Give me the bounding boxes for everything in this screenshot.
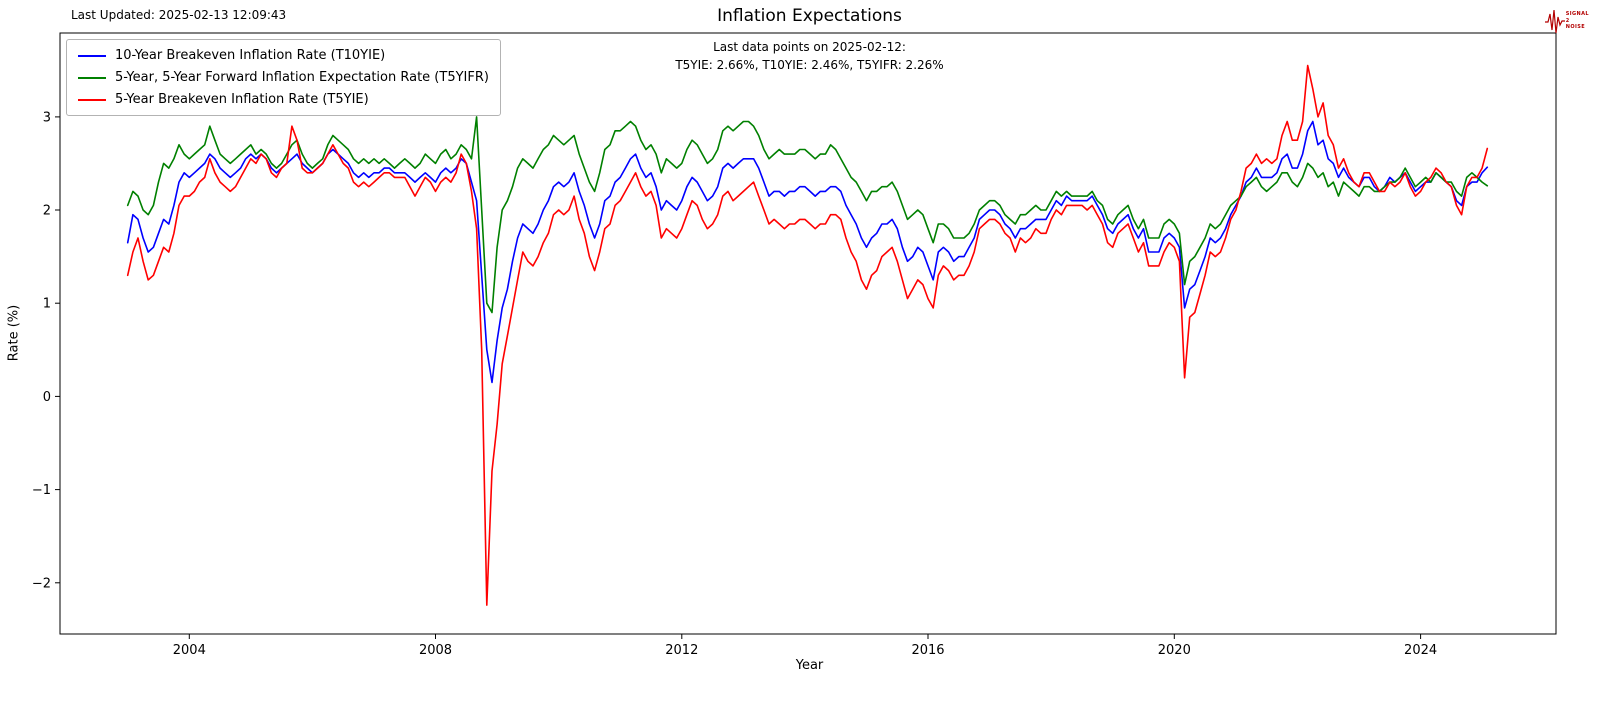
- logo-line-3: NOISE: [1565, 24, 1586, 31]
- svg-text:2016: 2016: [911, 643, 944, 658]
- legend-label-t10yie: 10-Year Breakeven Inflation Rate (T10YIE…: [115, 48, 386, 63]
- legend-entry-t5yifr: 5-Year, 5-Year Forward Inflation Expecta…: [78, 70, 489, 85]
- svg-text:1: 1: [43, 297, 51, 312]
- svg-text:2024: 2024: [1404, 643, 1437, 658]
- svg-text:2020: 2020: [1158, 643, 1191, 658]
- t5yie-line-swatch: [78, 98, 106, 101]
- svg-text:0: 0: [43, 390, 51, 405]
- logo-text: SIGNAL 2 NOISE: [1566, 11, 1589, 31]
- svg-text:2004: 2004: [173, 643, 206, 658]
- svg-text:−1: −1: [32, 483, 51, 498]
- legend-label-t5yie: 5-Year Breakeven Inflation Rate (T5YIE): [115, 92, 369, 107]
- signal2noise-logo: SIGNAL 2 NOISE: [1544, 5, 1589, 37]
- last-datapoints-annotation: Last data points on 2025-02-12: T5YIE: 2…: [0, 38, 1619, 74]
- logo-line-2: 2: [1565, 17, 1570, 24]
- logo-line-1: SIGNAL: [1565, 11, 1589, 18]
- last-updated-text: Last Updated: 2025-02-13 12:09:43: [71, 8, 287, 22]
- annotation-line-1: Last data points on 2025-02-12:: [713, 40, 906, 54]
- legend-label-t5yifr: 5-Year, 5-Year Forward Inflation Expecta…: [115, 70, 489, 85]
- legend-entry-t10yie: 10-Year Breakeven Inflation Rate (T10YIE…: [78, 48, 489, 63]
- waveform-icon: [1544, 9, 1565, 34]
- svg-text:2: 2: [43, 204, 51, 219]
- t10yie-line-swatch: [78, 54, 106, 57]
- annotation-line-2: T5YIE: 2.66%, T10YIE: 2.46%, T5YIFR: 2.2…: [675, 58, 944, 72]
- svg-text:3: 3: [43, 110, 51, 125]
- y-axis-label: Rate (%): [6, 304, 22, 362]
- svg-text:−2: −2: [32, 576, 51, 591]
- svg-text:2008: 2008: [419, 643, 452, 658]
- svg-text:2012: 2012: [665, 643, 698, 658]
- chart-title: Inflation Expectations: [717, 6, 902, 26]
- legend: 10-Year Breakeven Inflation Rate (T10YIE…: [66, 39, 501, 116]
- legend-entry-t5yie: 5-Year Breakeven Inflation Rate (T5YIE): [78, 92, 489, 107]
- x-axis-label: Year: [795, 658, 824, 673]
- t5yifr-line-swatch: [78, 76, 106, 79]
